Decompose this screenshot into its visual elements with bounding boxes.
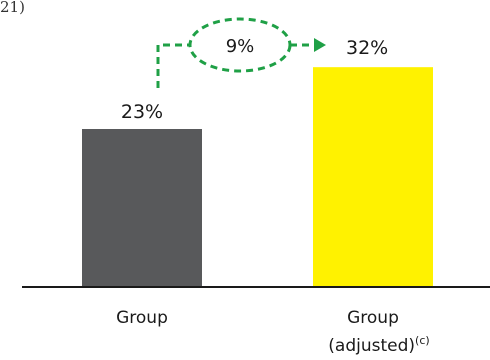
- dashed-connector-line: [156, 43, 316, 88]
- value-label-group-adjusted: 32%: [346, 37, 388, 59]
- category-label-group-adjusted-line2: (adjusted)(c): [328, 334, 429, 356]
- value-label-group: 23%: [121, 101, 163, 123]
- arrow-head-icon: [314, 38, 326, 52]
- dashed-ellipse: [188, 17, 292, 73]
- difference-annotation: 9%: [156, 17, 326, 88]
- bars-group: [82, 67, 433, 287]
- bar-group: [82, 129, 202, 287]
- category-label-group-adjusted-line1: Group: [347, 308, 399, 328]
- bar-group-adjusted: [313, 67, 433, 287]
- truncated-header-text: 21): [0, 0, 25, 16]
- category-label-group: Group: [116, 308, 168, 328]
- footnote-marker: (c): [415, 334, 430, 347]
- category-label-adjusted-text: (adjusted): [328, 336, 415, 356]
- difference-value-label: 9%: [226, 36, 255, 57]
